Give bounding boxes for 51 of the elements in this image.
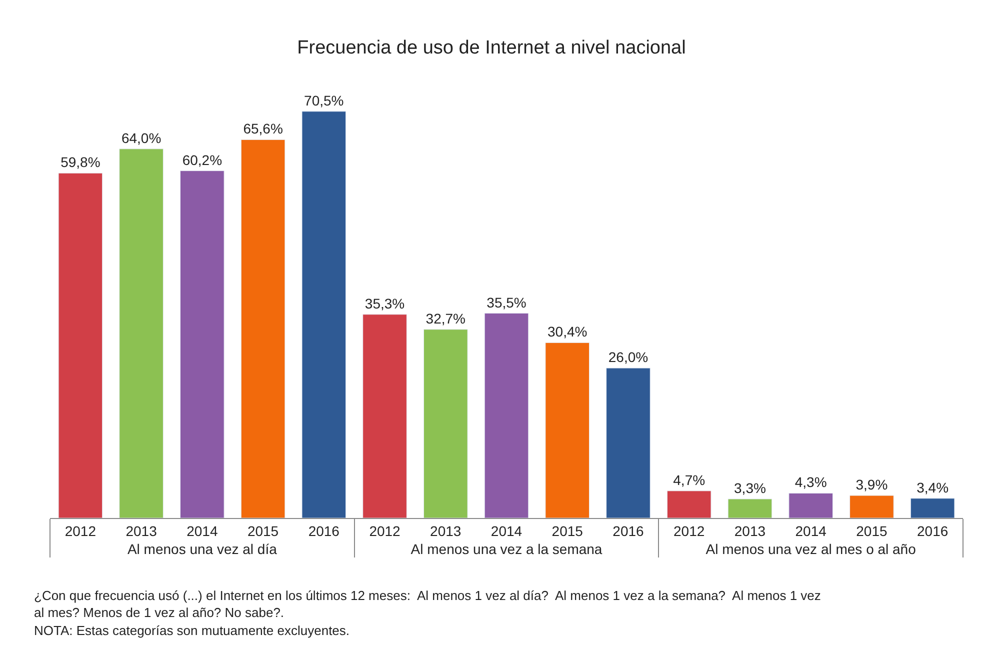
series-label: 2013 — [126, 522, 158, 539]
data-label: 65,6% — [243, 120, 283, 137]
bar — [728, 498, 772, 518]
text: NOTA: Estas categorías son mutuamente excluyentes. — [34, 623, 350, 638]
bar — [423, 329, 468, 518]
text: 2015 — [856, 522, 888, 539]
text: 2016 — [916, 522, 948, 539]
data-label: 35,3% — [364, 295, 405, 312]
data-label: 32,7% — [426, 310, 466, 326]
bar — [484, 313, 529, 518]
bar — [666, 490, 712, 518]
bar — [545, 342, 590, 518]
data-label: 59,8% — [60, 154, 100, 170]
bar — [606, 368, 650, 518]
x-tick-label: Al menos una vez a la semana — [410, 540, 602, 557]
series-label: 2015 — [247, 522, 279, 539]
data-label: 70,5% — [304, 92, 344, 108]
bar — [788, 492, 833, 518]
chart-title: Frecuencia de uso de Internet a nivel nacional — [297, 37, 686, 58]
x-tick-label: Al menos una vez al día — [127, 540, 278, 557]
data-label: 26,0% — [608, 349, 648, 366]
bar — [58, 172, 103, 518]
bar — [910, 498, 955, 518]
text: 2013 — [734, 522, 766, 539]
bar — [302, 111, 346, 518]
bar — [119, 148, 164, 518]
data-label: 35,5% — [486, 294, 526, 310]
text: 2014 — [795, 522, 826, 539]
bar — [240, 139, 286, 518]
text: ¿Con que frecuencia usó (...) el Internet en los últimos 12 meses: Al menos 1 vez al día? Al menos 1 vez a la semana? Al menos 1 vez al mes? Menos de 1 vez al año? No sabe?. — [34, 588, 821, 620]
series-label: 2016 — [308, 522, 340, 539]
data-label: 30,4% — [548, 324, 588, 340]
series-label: 2012 — [64, 522, 96, 539]
data-label: 4,3% — [794, 474, 827, 490]
bar — [180, 170, 224, 518]
text: 2016 — [612, 522, 644, 539]
x-tick-label: Al menos una vez al mes o al año — [706, 540, 916, 557]
bar — [850, 495, 894, 518]
data-label: 3,4% — [916, 479, 949, 496]
text: 2012 — [674, 522, 705, 539]
text: 2014 — [490, 522, 522, 539]
data-label: 60,2% — [182, 152, 222, 168]
text: 2013 — [430, 522, 462, 539]
series-label: 2014 — [186, 522, 218, 539]
data-label: 64,0% — [121, 130, 162, 146]
text: 2012 — [369, 522, 400, 539]
data-label: 3,9% — [856, 476, 888, 493]
data-label: 4,7% — [673, 472, 706, 488]
text: 2015 — [552, 522, 583, 539]
data-label: 3,3% — [734, 480, 766, 496]
bar — [362, 314, 407, 518]
